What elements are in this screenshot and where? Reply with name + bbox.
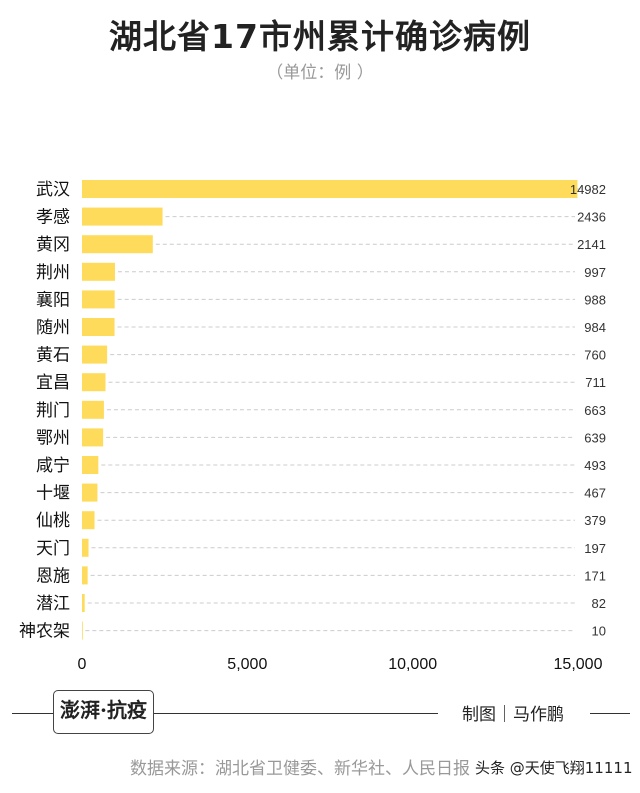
- chart-subtitle: （单位：例 ）: [266, 63, 374, 83]
- category-label: 咸宁: [36, 456, 70, 476]
- data-label: 997: [584, 265, 606, 280]
- category-label: 武汉: [36, 180, 70, 200]
- bar: [82, 566, 88, 585]
- category-label: 襄阳: [36, 289, 70, 310]
- data-label: 379: [584, 513, 606, 528]
- data-label: 639: [584, 430, 606, 445]
- category-label: 荆州: [36, 263, 70, 283]
- data-label: 984: [584, 320, 606, 335]
- bar: [82, 456, 99, 474]
- data-label: 663: [584, 403, 606, 418]
- category-label: 荆门: [36, 401, 70, 421]
- category-label: 恩施: [36, 566, 70, 586]
- bar: [82, 345, 108, 364]
- bar: [82, 428, 104, 447]
- data-label: 2141: [577, 237, 606, 252]
- chart-title: 湖北省17市州累计确诊病例: [109, 17, 531, 56]
- x-tick-label: 15,000: [554, 656, 603, 673]
- data-label: 171: [584, 568, 606, 583]
- data-label: 760: [584, 348, 606, 363]
- bar: [82, 594, 85, 612]
- category-label: 宜昌: [36, 373, 70, 393]
- bar: [82, 511, 95, 530]
- category-label: 随州: [36, 318, 70, 338]
- divider-left: [12, 713, 54, 714]
- category-label: 十堰: [36, 484, 70, 504]
- category-label: 孝感: [36, 208, 70, 228]
- category-label: 潜江: [36, 594, 70, 614]
- bar: [82, 400, 104, 419]
- bar: [82, 290, 115, 309]
- x-tick-label: 0: [78, 656, 87, 673]
- category-label: 鄂州: [36, 428, 70, 448]
- data-label: 82: [592, 596, 606, 611]
- category-label: 仙桃: [36, 511, 70, 531]
- category-label: 天门: [36, 539, 70, 559]
- bar: [82, 262, 115, 281]
- logo: 澎湃·抗疫: [53, 690, 154, 734]
- data-label: 2436: [577, 210, 606, 225]
- category-label: 黄石: [36, 346, 70, 366]
- bar: [82, 373, 106, 392]
- bar: [82, 538, 89, 557]
- bar: [82, 180, 578, 198]
- divider-middle: [153, 713, 438, 714]
- x-tick-label: 10,000: [388, 656, 437, 673]
- bar: [82, 235, 153, 254]
- bar: [82, 483, 98, 502]
- category-label: 黄冈: [36, 235, 70, 255]
- data-label: 197: [584, 541, 606, 556]
- bar-chart: 武汉 14982 孝感 2436 黄冈 2141 荆州 997 襄阳 988 随州 984 黄石 760 宜…: [19, 180, 606, 673]
- data-source: 数据来源：湖北省卫健委、新华社、人民日报: [130, 759, 470, 779]
- bar: [82, 318, 115, 336]
- credit: 制图｜马作鹏: [462, 705, 564, 725]
- divider-right: [590, 713, 630, 714]
- data-label: 493: [584, 458, 606, 473]
- data-label: 711: [585, 375, 606, 390]
- data-label: 10: [592, 624, 606, 639]
- bar: [82, 621, 83, 640]
- data-label: 467: [584, 486, 606, 501]
- watermark: 头条 @天使飞翔11111: [475, 759, 633, 777]
- data-label: 988: [584, 292, 606, 307]
- category-label: 神农架: [19, 622, 70, 642]
- x-tick-label: 5,000: [227, 656, 267, 673]
- bar: [82, 207, 163, 226]
- data-label: 14982: [570, 182, 606, 197]
